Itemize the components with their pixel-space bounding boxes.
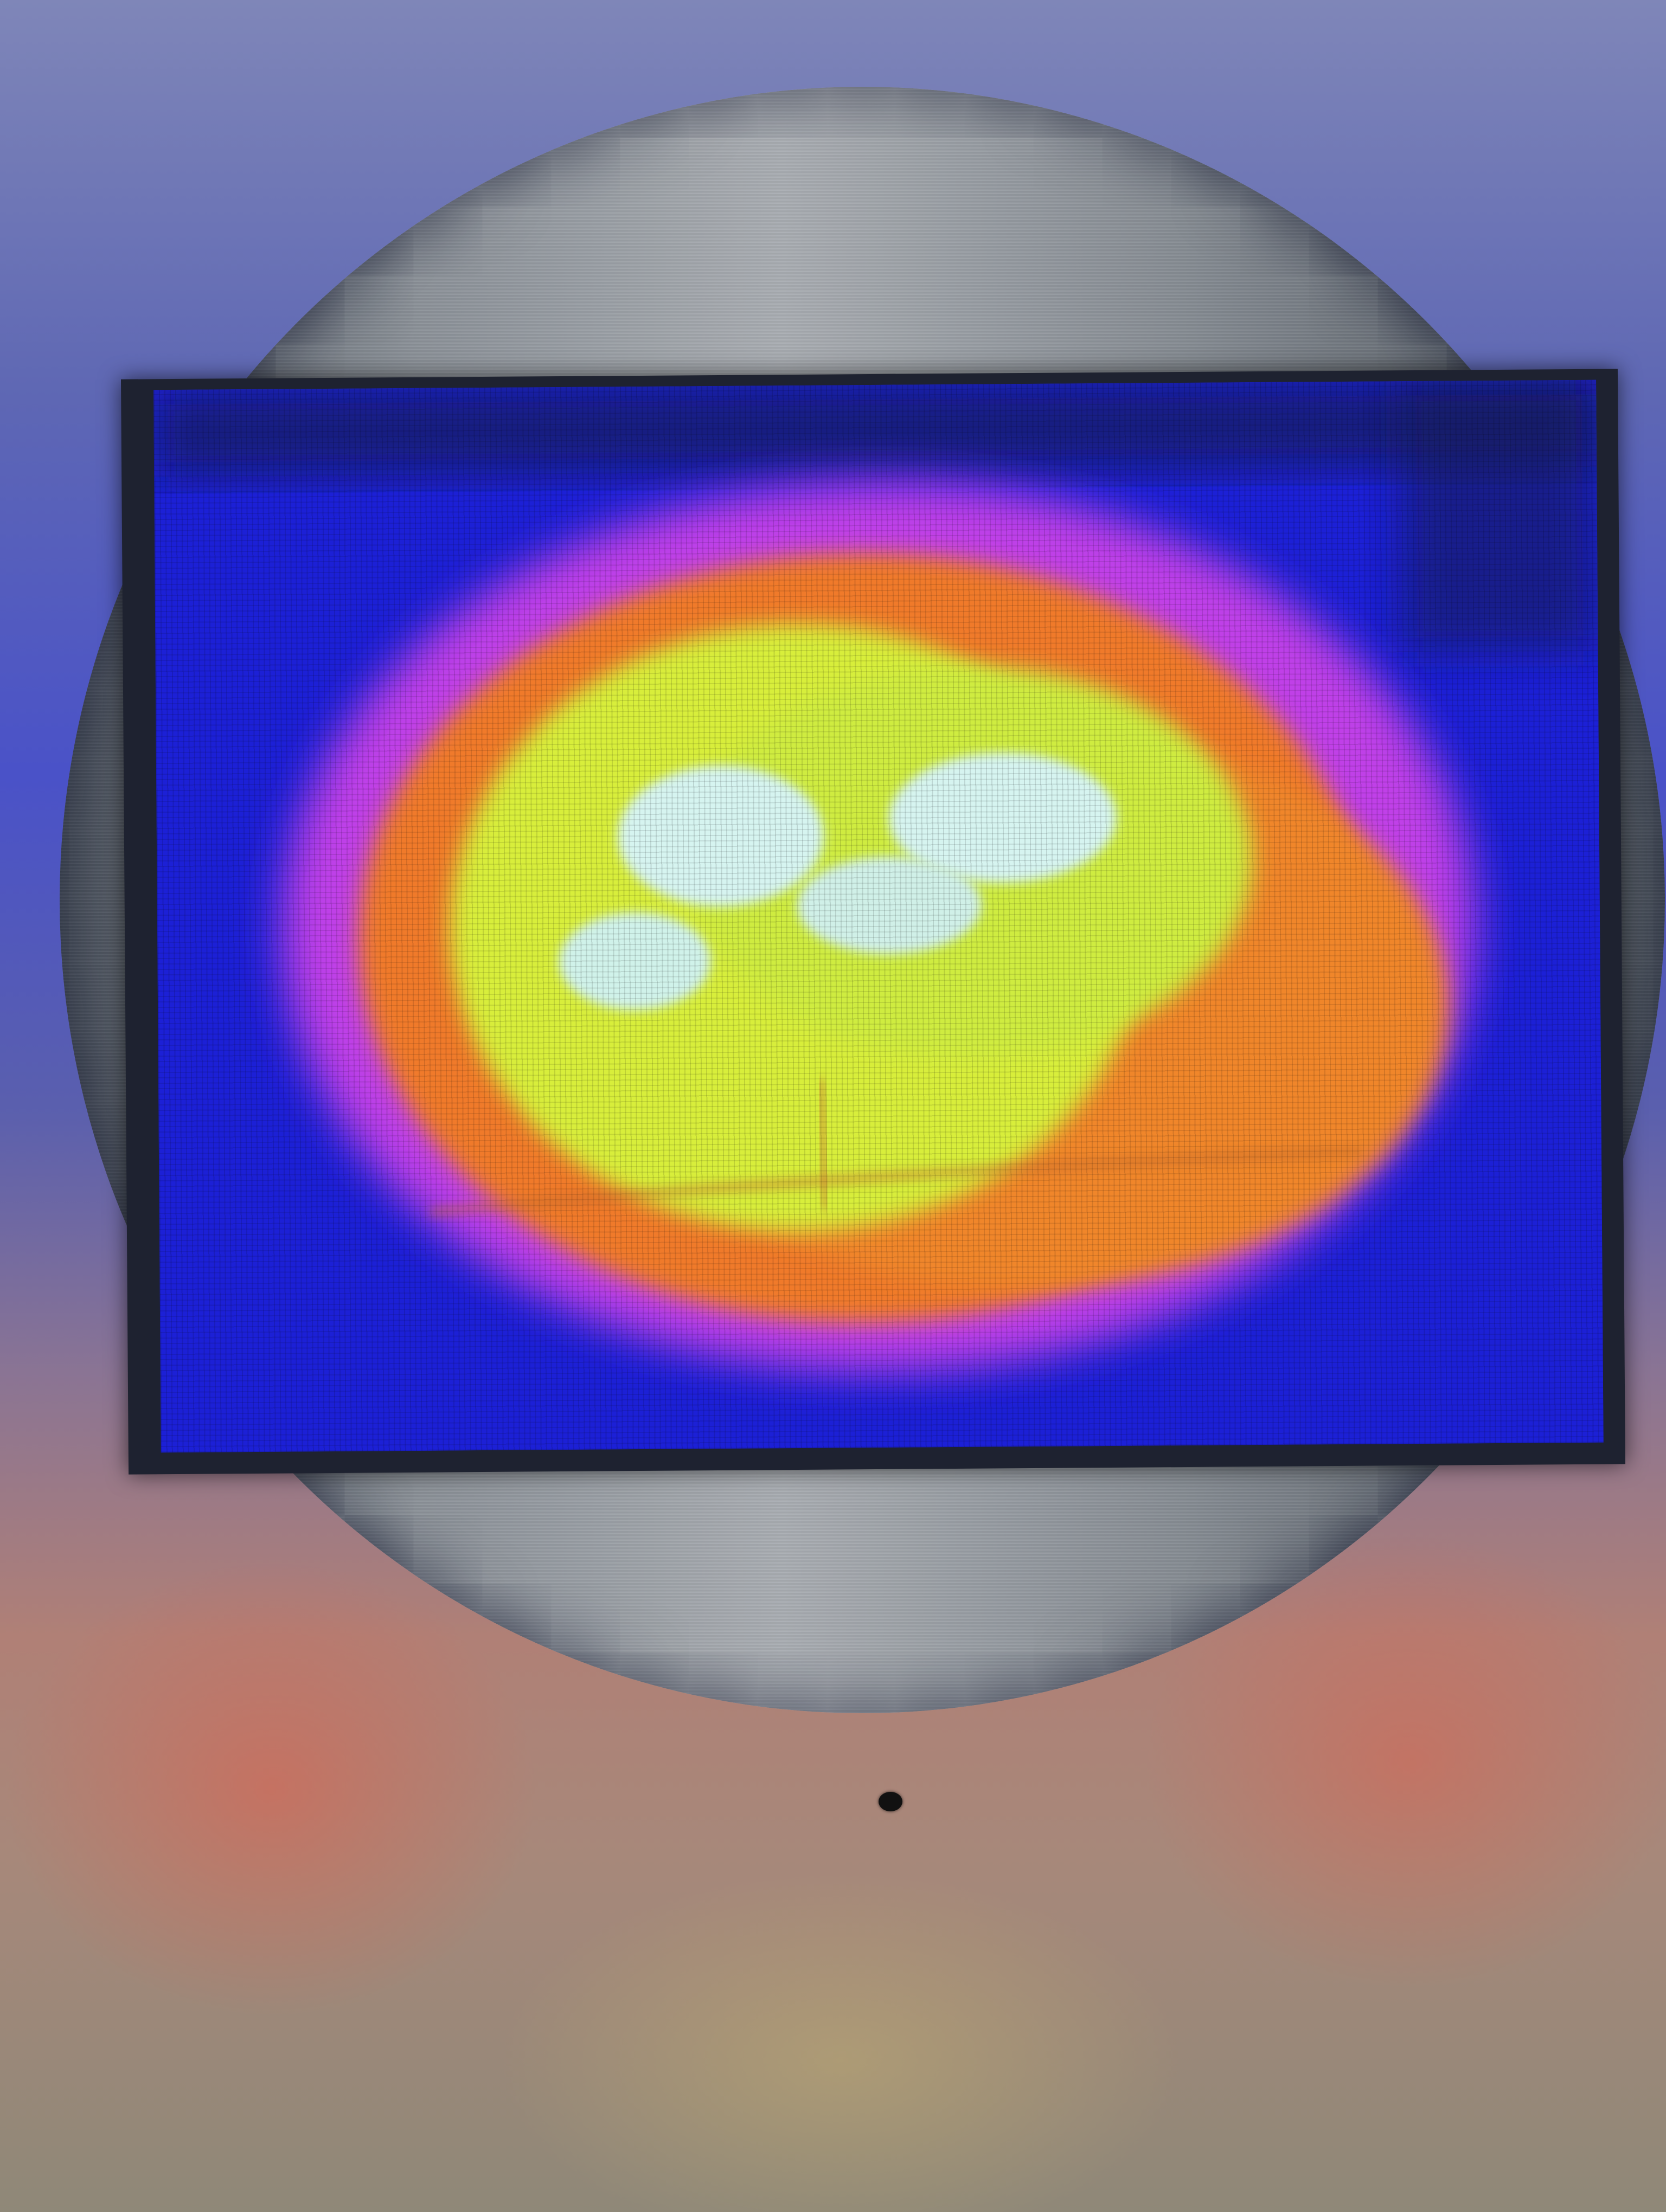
thermal-streak bbox=[430, 1147, 1363, 1216]
hottest-patch bbox=[888, 753, 1117, 883]
display-bezel bbox=[120, 369, 1626, 1475]
hottest-patch bbox=[559, 912, 711, 1011]
thermal-display bbox=[153, 380, 1604, 1453]
hottest-patch bbox=[797, 856, 982, 954]
hottest-patch bbox=[617, 765, 824, 906]
top-shadow bbox=[153, 380, 1597, 477]
thermal-streak bbox=[815, 1079, 831, 1210]
corner-shadow bbox=[1401, 380, 1598, 653]
thermal-heatmap bbox=[153, 380, 1604, 1453]
screw-hole bbox=[879, 1792, 902, 1811]
